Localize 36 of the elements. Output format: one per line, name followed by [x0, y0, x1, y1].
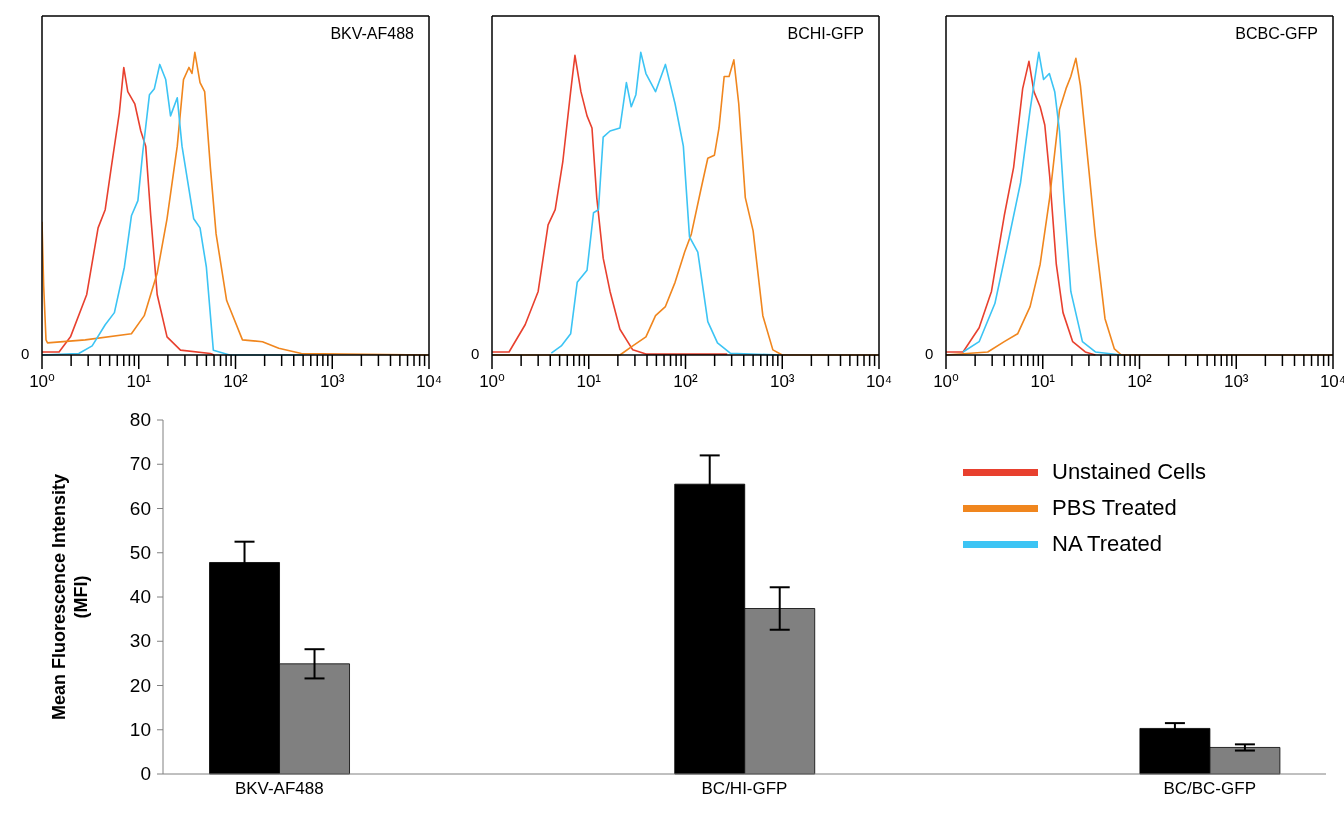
y-tick-label: 70	[129, 453, 151, 475]
x-tick-label: BKV-AF488	[234, 779, 324, 799]
legend-label: Unstained Cells	[1052, 459, 1207, 485]
x-tick-label: 10⁴	[865, 372, 893, 391]
legend-label: PBS Treated	[1052, 495, 1177, 521]
y-tick-label: 50	[129, 541, 151, 563]
y-tick-label: 10	[129, 718, 151, 740]
x-tick-label: 10¹	[576, 372, 602, 391]
x-tick-label: 10¹	[1030, 372, 1056, 391]
x-tick-label: 10⁰	[479, 372, 506, 391]
legend-label: NA Treated	[1052, 531, 1163, 557]
x-tick-label: 10⁰	[933, 372, 960, 391]
chart-title: BKV-AF488	[330, 25, 414, 43]
text: 0	[925, 345, 934, 362]
x-tick-label: 10³	[1223, 372, 1249, 391]
text: 0	[21, 345, 30, 362]
x-tick-label: 10²	[1127, 372, 1153, 391]
chart-title: BCHI-GFP	[787, 25, 864, 43]
x-tick-label: 10⁴	[415, 372, 443, 391]
x-tick-label: 10¹	[126, 372, 152, 391]
chart-title: BCBC-GFP	[1235, 25, 1318, 43]
x-tick-label: 10³	[319, 372, 345, 391]
text: 0	[471, 345, 480, 362]
x-tick-label: 10²	[673, 372, 699, 391]
y-tick-label: 80	[129, 409, 151, 430]
x-tick-label: BC/BC-GFP	[1163, 779, 1256, 799]
y-tick-label: 30	[129, 630, 151, 652]
y-tick-label: 60	[129, 497, 151, 519]
y-tick-label: 20	[129, 674, 151, 696]
x-tick-label: 10³	[769, 372, 795, 391]
x-tick-label: 10⁰	[29, 372, 56, 391]
x-tick-label: 10²	[223, 372, 249, 391]
y-tick-label: 40	[129, 586, 151, 607]
y-tick-label: 0	[140, 763, 151, 784]
x-tick-label: BC/HI-GFP	[701, 779, 788, 799]
y-axis-title: Mean Fluorescence Intensity (MFI)	[49, 473, 91, 721]
